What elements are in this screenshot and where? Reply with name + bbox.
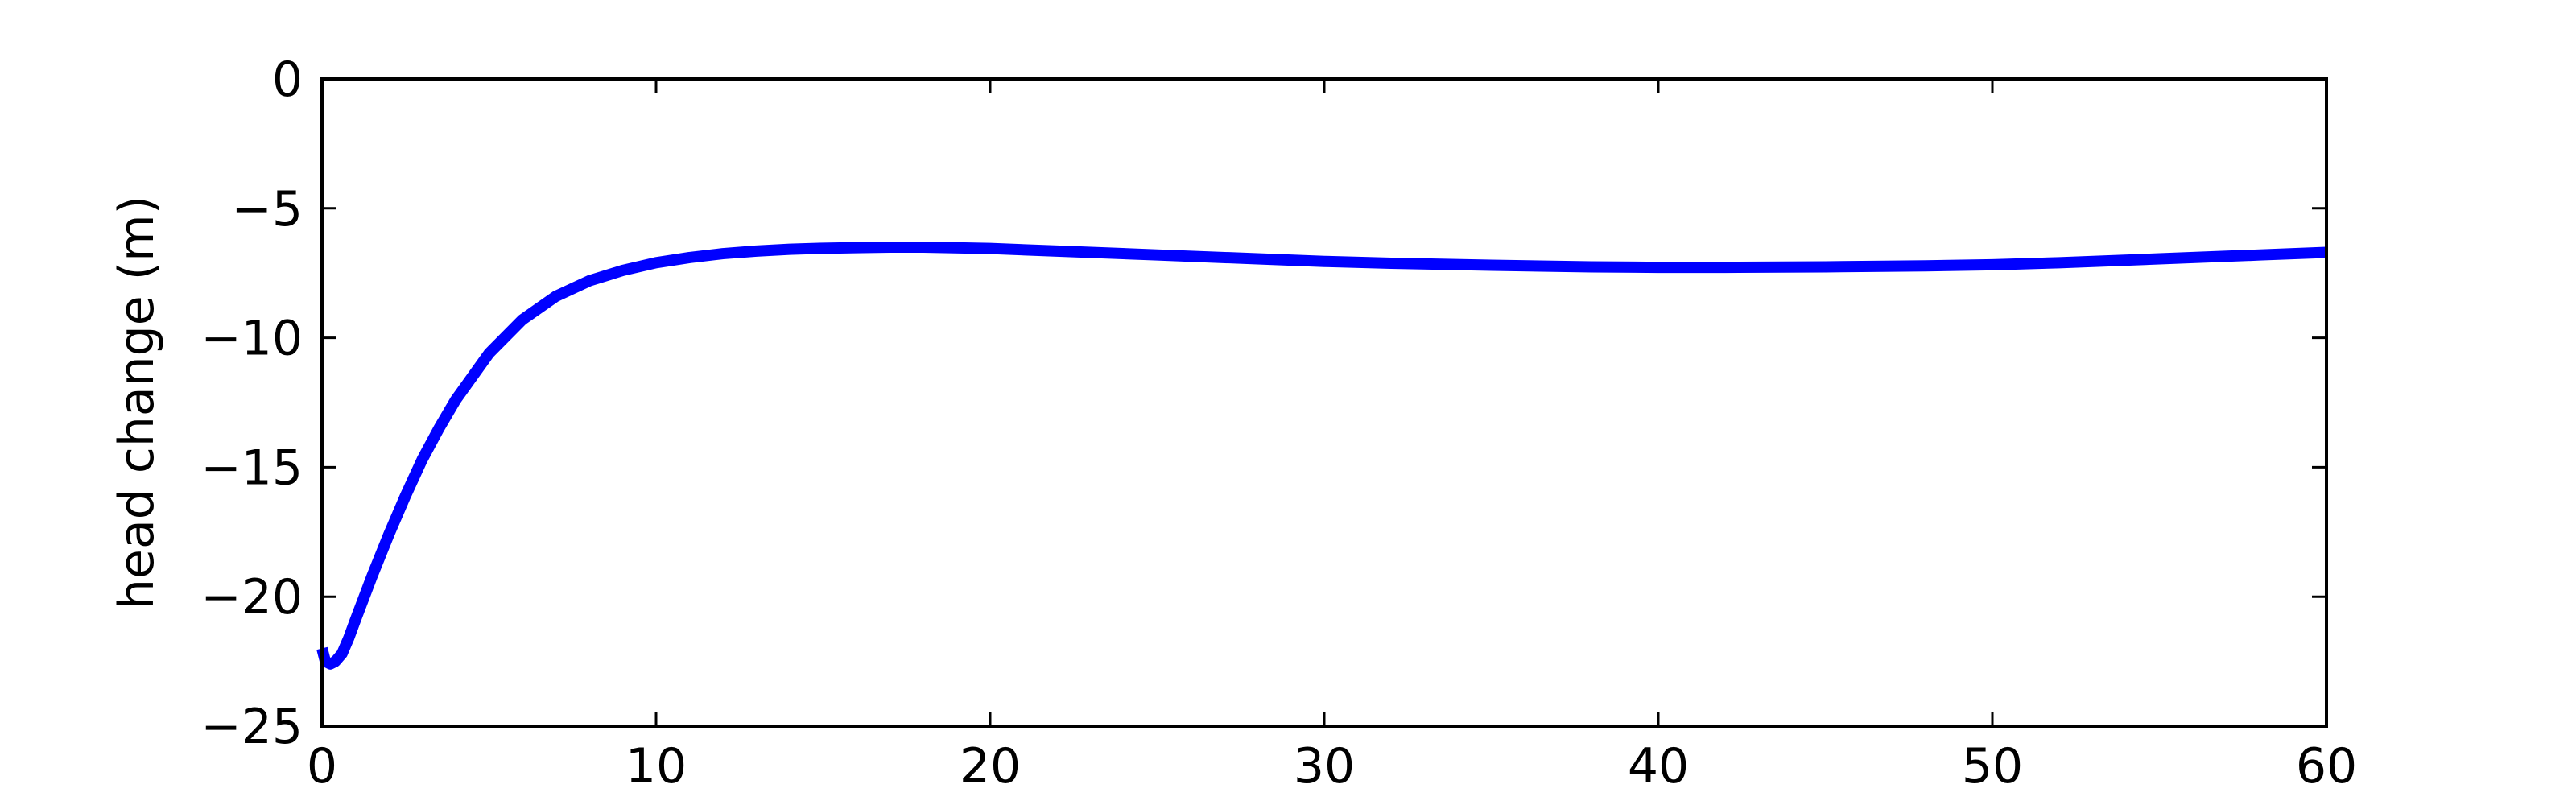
x-tick-label: 60 <box>2296 738 2357 795</box>
x-tick-label: 30 <box>1294 738 1355 795</box>
y-tick-label: −25 <box>200 699 303 755</box>
x-axis-tick-labels: 0 10 20 30 40 50 60 <box>307 738 2357 795</box>
y-axis-label: head change (m) <box>109 196 165 609</box>
y-tick-label: −10 <box>200 311 303 367</box>
x-tick-label: 0 <box>307 738 337 795</box>
axis-ticks <box>320 77 2328 728</box>
y-axis-tick-labels: −25 −20 −15 −10 −5 0 <box>200 52 303 755</box>
series-line-head-change <box>316 242 2327 670</box>
x-tick-label: 10 <box>625 738 687 795</box>
y-tick-label: 0 <box>272 52 303 108</box>
y-tick-label: −20 <box>200 569 303 625</box>
x-tick-label: 40 <box>1628 738 1689 795</box>
y-tick-label: −5 <box>232 181 303 237</box>
x-tick-label: 50 <box>1962 738 2023 795</box>
x-tick-label: 20 <box>960 738 1021 795</box>
y-tick-label: −15 <box>200 440 303 496</box>
